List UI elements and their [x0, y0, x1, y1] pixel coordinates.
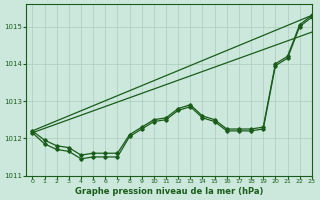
X-axis label: Graphe pression niveau de la mer (hPa): Graphe pression niveau de la mer (hPa): [75, 187, 263, 196]
